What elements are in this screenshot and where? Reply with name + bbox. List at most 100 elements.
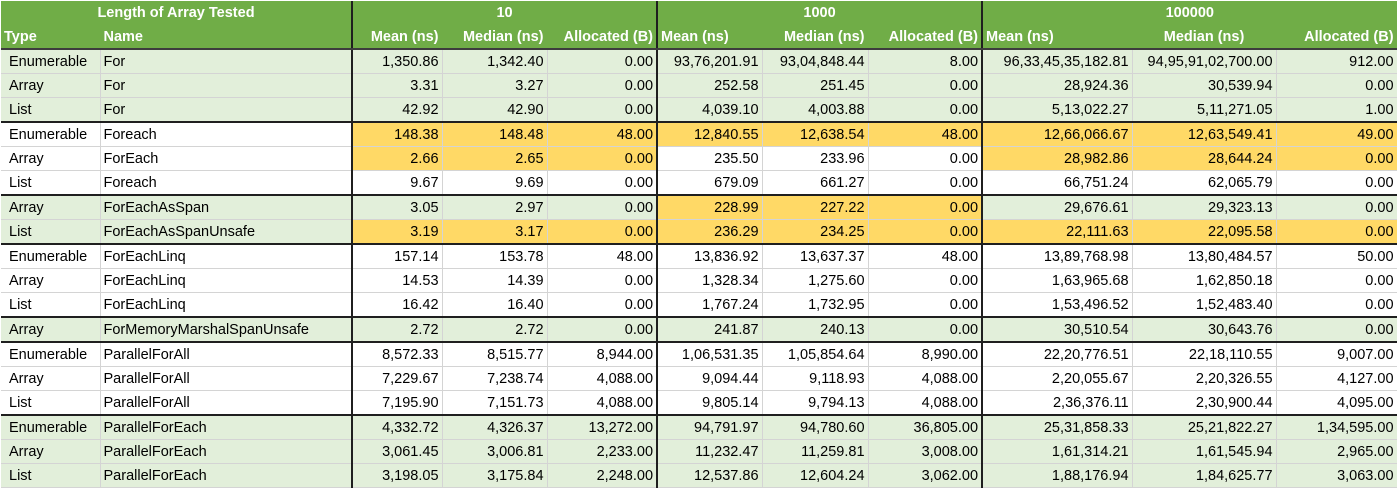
cell-mean[interactable]: 9,805.14 (656, 390, 763, 416)
cell-type[interactable]: Array (1, 194, 101, 220)
cell-mean[interactable]: 2.72 (351, 316, 443, 343)
cell-type[interactable]: List (1, 219, 101, 245)
cell-median[interactable]: 9,118.93 (762, 366, 869, 391)
cell-median[interactable]: 11,259.81 (762, 439, 869, 464)
cell-allocated[interactable]: 48.00 (868, 121, 983, 147)
cell-allocated[interactable]: 2,248.00 (547, 463, 658, 488)
cell-median[interactable]: 16.40 (442, 292, 548, 318)
cell-name[interactable]: ForEachLinq (100, 292, 353, 318)
cell-mean[interactable]: 12,537.86 (656, 463, 763, 488)
cell-type[interactable]: Array (1, 146, 101, 171)
cell-allocated[interactable]: 0.00 (868, 170, 983, 196)
cell-allocated[interactable]: 0.00 (547, 292, 658, 318)
cell-allocated[interactable]: 0.00 (547, 268, 658, 293)
cell-allocated[interactable]: 3,008.00 (868, 439, 983, 464)
cell-mean[interactable]: 96,33,45,35,182.81 (981, 48, 1133, 74)
cell-median[interactable]: 1,52,483.40 (1132, 292, 1277, 318)
cell-allocated[interactable]: 0.00 (868, 73, 983, 98)
cell-median[interactable]: 8,515.77 (442, 341, 548, 367)
cell-median[interactable]: 30,539.94 (1132, 73, 1277, 98)
cell-mean[interactable]: 25,31,858.33 (981, 414, 1133, 440)
cell-median[interactable]: 2.97 (442, 194, 548, 220)
cell-allocated[interactable]: 0.00 (547, 48, 658, 74)
cell-name[interactable]: ForEachAsSpanUnsafe (100, 219, 353, 245)
cell-allocated[interactable]: 0.00 (868, 316, 983, 343)
cell-allocated[interactable]: 3,062.00 (868, 463, 983, 488)
cell-allocated[interactable]: 0.00 (1276, 194, 1397, 220)
cell-median[interactable]: 1,05,854.64 (762, 341, 869, 367)
cell-median[interactable]: 251.45 (762, 73, 869, 98)
cell-mean[interactable]: 13,89,768.98 (981, 243, 1133, 269)
cell-mean[interactable]: 9.67 (351, 170, 443, 196)
cell-mean[interactable]: 93,76,201.91 (656, 48, 763, 74)
cell-median[interactable]: 3.17 (442, 219, 548, 245)
cell-mean[interactable]: 30,510.54 (981, 316, 1133, 343)
cell-allocated[interactable]: 0.00 (868, 146, 983, 171)
cell-allocated[interactable]: 1,34,595.00 (1276, 414, 1397, 440)
cell-mean[interactable]: 13,836.92 (656, 243, 763, 269)
cell-mean[interactable]: 252.58 (656, 73, 763, 98)
cell-name[interactable]: ParallelForAll (100, 341, 353, 367)
cell-allocated[interactable]: 0.00 (868, 219, 983, 245)
cell-mean[interactable]: 236.29 (656, 219, 763, 245)
cell-allocated[interactable]: 0.00 (547, 146, 658, 171)
cell-allocated[interactable]: 0.00 (1276, 292, 1397, 318)
cell-median[interactable]: 30,643.76 (1132, 316, 1277, 343)
cell-allocated[interactable]: 0.00 (547, 97, 658, 123)
cell-allocated[interactable]: 8,990.00 (868, 341, 983, 367)
cell-allocated[interactable]: 49.00 (1276, 121, 1397, 147)
cell-median[interactable]: 94,95,91,02,700.00 (1132, 48, 1277, 74)
cell-median[interactable]: 12,63,549.41 (1132, 121, 1277, 147)
cell-allocated[interactable]: 0.00 (868, 97, 983, 123)
cell-median[interactable]: 3,006.81 (442, 439, 548, 464)
cell-name[interactable]: ForEachAsSpan (100, 194, 353, 220)
cell-name[interactable]: ParallelForEach (100, 439, 353, 464)
cell-type[interactable]: Array (1, 73, 101, 98)
cell-allocated[interactable]: 0.00 (547, 316, 658, 343)
cell-allocated[interactable]: 0.00 (868, 268, 983, 293)
cell-mean[interactable]: 8,572.33 (351, 341, 443, 367)
cell-name[interactable]: Foreach (100, 121, 353, 147)
cell-allocated[interactable]: 0.00 (1276, 73, 1397, 98)
cell-median[interactable]: 93,04,848.44 (762, 48, 869, 74)
cell-median[interactable]: 12,638.54 (762, 121, 869, 147)
cell-median[interactable]: 1,61,545.94 (1132, 439, 1277, 464)
cell-median[interactable]: 13,80,484.57 (1132, 243, 1277, 269)
cell-mean[interactable]: 2,36,376.11 (981, 390, 1133, 416)
cell-mean[interactable]: 16.42 (351, 292, 443, 318)
cell-name[interactable]: ForEach (100, 146, 353, 171)
cell-median[interactable]: 1,84,625.77 (1132, 463, 1277, 488)
cell-allocated[interactable]: 912.00 (1276, 48, 1397, 74)
cell-name[interactable]: ForMemoryMarshalSpanUnsafe (100, 316, 353, 343)
cell-mean[interactable]: 1,350.86 (351, 48, 443, 74)
cell-allocated[interactable]: 0.00 (1276, 268, 1397, 293)
cell-type[interactable]: List (1, 170, 101, 196)
cell-allocated[interactable]: 2,233.00 (547, 439, 658, 464)
cell-mean[interactable]: 7,229.67 (351, 366, 443, 391)
cell-mean[interactable]: 228.99 (656, 194, 763, 220)
cell-median[interactable]: 3,175.84 (442, 463, 548, 488)
cell-mean[interactable]: 148.38 (351, 121, 443, 147)
cell-name[interactable]: ParallelForAll (100, 390, 353, 416)
cell-mean[interactable]: 14.53 (351, 268, 443, 293)
cell-type[interactable]: List (1, 463, 101, 488)
cell-allocated[interactable]: 3,063.00 (1276, 463, 1397, 488)
cell-median[interactable]: 94,780.60 (762, 414, 869, 440)
cell-median[interactable]: 7,151.73 (442, 390, 548, 416)
cell-type[interactable]: Enumerable (1, 414, 101, 440)
cell-mean[interactable]: 66,751.24 (981, 170, 1133, 196)
cell-type[interactable]: Enumerable (1, 341, 101, 367)
cell-allocated[interactable]: 9,007.00 (1276, 341, 1397, 367)
cell-mean[interactable]: 9,094.44 (656, 366, 763, 391)
cell-mean[interactable]: 29,676.61 (981, 194, 1133, 220)
cell-type[interactable]: Enumerable (1, 243, 101, 269)
cell-mean[interactable]: 22,20,776.51 (981, 341, 1133, 367)
cell-median[interactable]: 4,003.88 (762, 97, 869, 123)
cell-median[interactable]: 234.25 (762, 219, 869, 245)
cell-type[interactable]: List (1, 390, 101, 416)
cell-mean[interactable]: 12,66,066.67 (981, 121, 1133, 147)
cell-type[interactable]: Enumerable (1, 48, 101, 74)
cell-mean[interactable]: 1,61,314.21 (981, 439, 1133, 464)
cell-median[interactable]: 2,30,900.44 (1132, 390, 1277, 416)
cell-mean[interactable]: 3.05 (351, 194, 443, 220)
